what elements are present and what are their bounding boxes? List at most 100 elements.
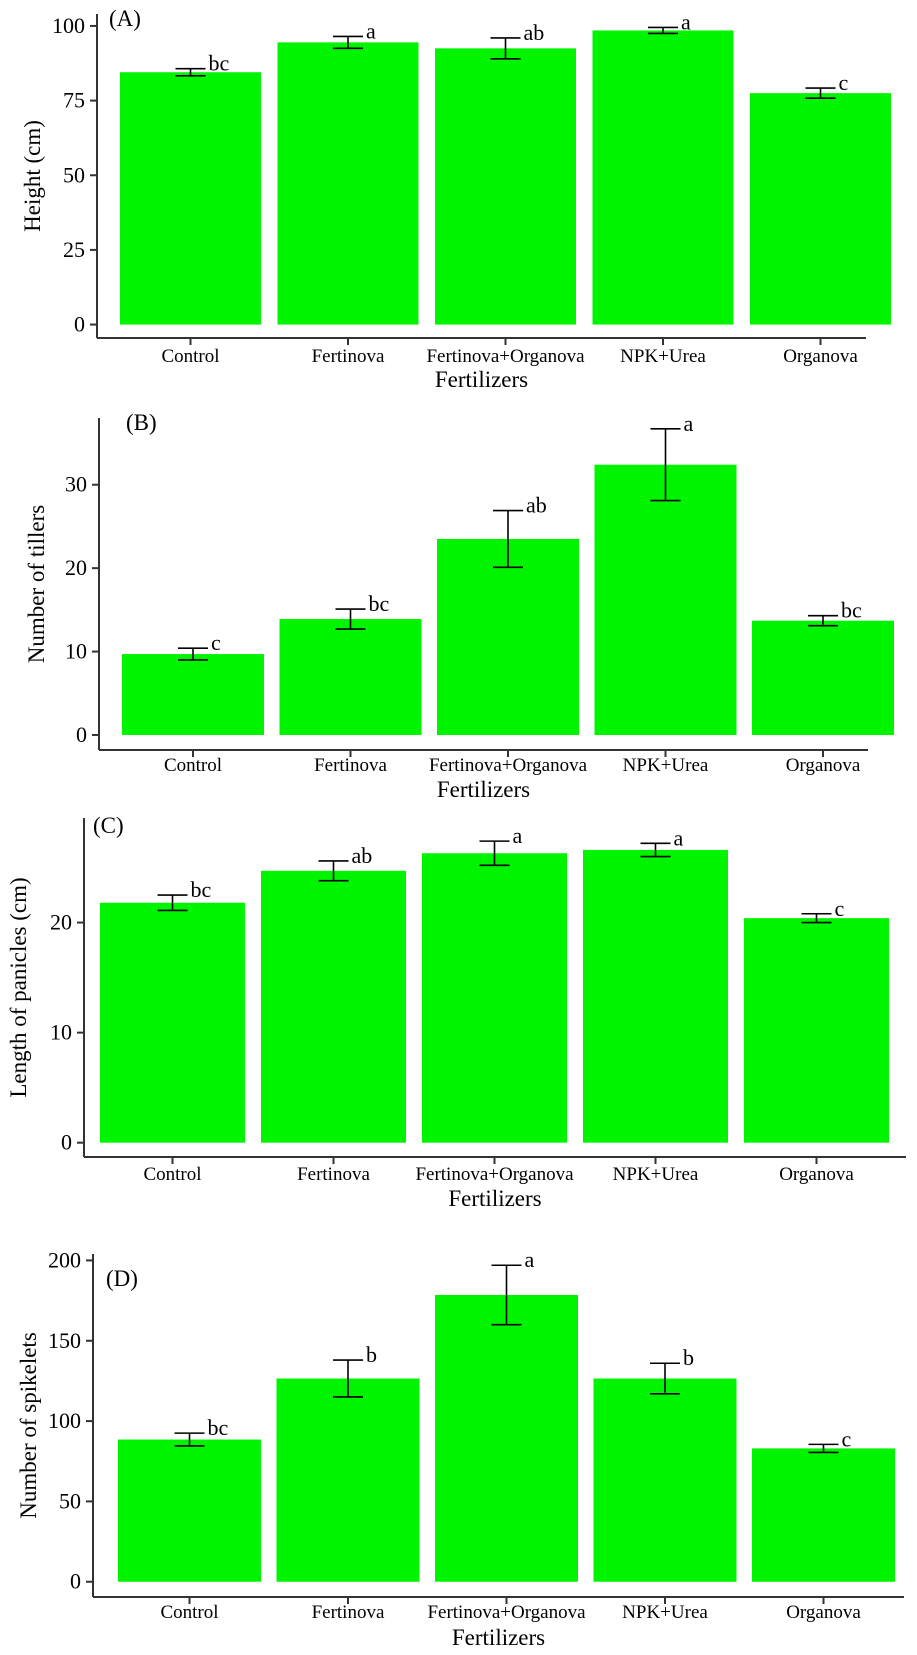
- bar: [583, 849, 728, 1143]
- significance-label: b: [366, 1342, 377, 1367]
- y-tick-label: 0: [61, 1130, 72, 1155]
- significance-label: bc: [191, 877, 212, 902]
- x-tick-label: Control: [164, 755, 222, 776]
- x-tick-label: NPK+Urea: [622, 1602, 708, 1623]
- bar: [120, 72, 261, 325]
- bar: [752, 1448, 895, 1582]
- error-bar: [479, 840, 510, 867]
- x-axis-title: Fertilizers: [448, 1186, 541, 1211]
- bar: [594, 464, 737, 735]
- x-axis-title: Fertilizers: [437, 777, 530, 802]
- y-axis-title: Number of tillers: [24, 505, 49, 663]
- bar: [437, 538, 579, 735]
- y-tick-label: 25: [63, 237, 85, 262]
- significance-label: ab: [524, 20, 545, 45]
- y-tick-label: 10: [65, 639, 87, 664]
- x-tick-label: Fertinova+Organova: [429, 755, 588, 776]
- bar: [744, 918, 889, 1143]
- error-bar: [801, 912, 832, 924]
- x-tick-label: Organova: [786, 1602, 861, 1623]
- error-bar: [174, 1432, 205, 1447]
- panel-tag: (D): [106, 1266, 138, 1291]
- x-tick-label: Fertinova+Organova: [415, 1164, 574, 1185]
- x-tick-label: NPK+Urea: [613, 1164, 699, 1185]
- y-tick-label: 0: [74, 312, 85, 337]
- x-tick-label: Fertinova+Organova: [426, 346, 585, 367]
- y-axis-title: Length of panicles (cm): [6, 877, 31, 1097]
- bar: [100, 902, 245, 1143]
- bar: [261, 870, 406, 1143]
- error-bar: [640, 842, 671, 858]
- y-tick-label: 50: [63, 162, 85, 187]
- error-bar: [808, 1443, 839, 1454]
- significance-label: a: [681, 9, 691, 34]
- chart-panel-3: bc ab a a c 0 10 20 Control Fertinova Fertinova+Or…: [6, 813, 906, 1211]
- significance-label: bc: [841, 598, 862, 623]
- y-tick-label: 20: [65, 555, 87, 580]
- x-tick-label: Control: [160, 1602, 218, 1623]
- error-bar: [808, 614, 838, 627]
- x-tick-label: Organova: [779, 1164, 854, 1185]
- significance-label: bc: [208, 1415, 229, 1440]
- error-bar: [493, 509, 523, 569]
- significance-label: c: [835, 896, 845, 921]
- y-axis-title: Number of spikelets: [16, 1332, 41, 1519]
- significance-label: a: [674, 825, 684, 850]
- error-bar: [333, 35, 363, 50]
- bar: [750, 93, 891, 325]
- x-tick-label: Organova: [786, 755, 861, 776]
- significance-label: a: [366, 18, 376, 43]
- error-bar: [650, 428, 681, 502]
- x-tick-label: Fertinova+Organova: [427, 1602, 586, 1623]
- y-tick-label: 0: [76, 722, 87, 747]
- significance-label: ab: [352, 843, 373, 868]
- x-axis-title: Fertilizers: [435, 367, 528, 392]
- bar: [592, 30, 734, 325]
- bar: [122, 654, 264, 735]
- bar: [276, 1378, 420, 1582]
- error-bar: [805, 87, 836, 100]
- y-tick-label: 200: [48, 1247, 81, 1272]
- x-tick-label: Control: [143, 1164, 201, 1185]
- x-tick-label: Organova: [783, 346, 858, 367]
- significance-label: c: [839, 70, 849, 95]
- y-tick-label: 30: [65, 472, 87, 497]
- bar: [593, 1378, 737, 1582]
- error-bar: [333, 1359, 363, 1398]
- x-tick-label: Fertinova: [312, 1602, 385, 1623]
- significance-label: ab: [526, 493, 547, 518]
- error-bar: [650, 1362, 680, 1395]
- panel-tag: (C): [93, 813, 124, 838]
- error-bar: [178, 647, 208, 661]
- y-tick-label: 10: [50, 1020, 72, 1045]
- error-bar: [318, 860, 349, 882]
- y-tick-label: 75: [63, 88, 85, 113]
- x-tick-label: Fertinova: [297, 1164, 370, 1185]
- y-tick-label: 0: [70, 1569, 81, 1594]
- error-bar: [491, 1264, 522, 1326]
- x-tick-label: Control: [161, 346, 219, 367]
- error-bar: [157, 894, 188, 912]
- error-bar: [175, 67, 206, 77]
- x-tick-label: Fertinova: [314, 755, 387, 776]
- panel-tag: (A): [109, 6, 141, 31]
- bar: [277, 42, 419, 325]
- bar: [752, 620, 894, 735]
- y-tick-label: 100: [48, 1408, 81, 1433]
- chart-panel-2: c bc ab a bc 0 10 20 30 Control Fertinova Fertinova…: [24, 410, 894, 802]
- x-tick-label: Fertinova: [312, 346, 385, 367]
- bar: [435, 1294, 578, 1582]
- significance-label: b: [683, 1345, 694, 1370]
- bar: [279, 619, 422, 735]
- y-axis-title: Height (cm): [20, 120, 45, 232]
- error-bar: [335, 608, 366, 630]
- significance-label: a: [684, 411, 694, 436]
- significance-label: bc: [209, 51, 230, 76]
- y-tick-label: 150: [48, 1328, 81, 1353]
- chart-panel-1: bc a ab a c 0 25 50 75 100 Control Fertinova Fertino…: [20, 6, 891, 392]
- significance-label: a: [525, 1247, 535, 1272]
- significance-label: c: [842, 1426, 852, 1451]
- y-tick-label: 100: [52, 13, 85, 38]
